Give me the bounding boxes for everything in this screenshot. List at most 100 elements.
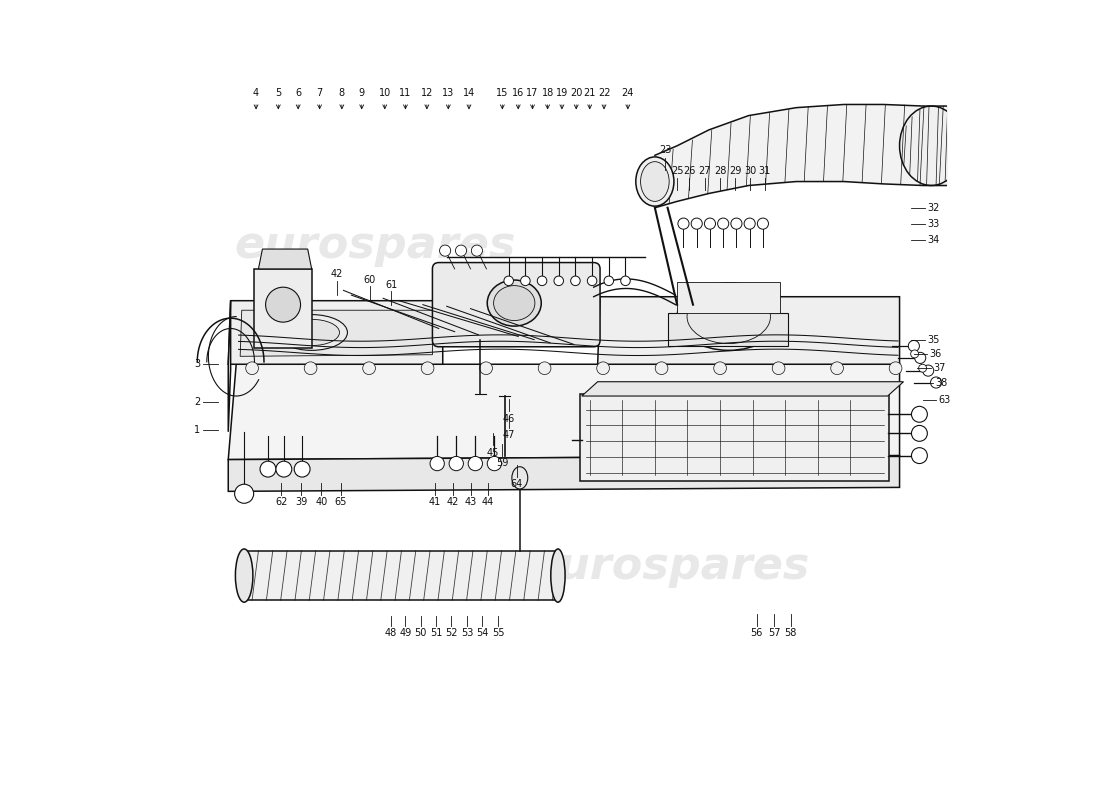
Circle shape: [587, 276, 597, 286]
Circle shape: [596, 362, 609, 374]
Circle shape: [889, 362, 902, 374]
Circle shape: [504, 276, 514, 286]
Text: 18: 18: [541, 88, 553, 98]
Text: 25: 25: [671, 166, 683, 176]
Text: 60: 60: [363, 275, 376, 285]
Text: 34: 34: [927, 234, 939, 245]
Circle shape: [931, 377, 942, 388]
Circle shape: [440, 245, 451, 256]
Text: 6: 6: [295, 88, 301, 98]
Text: 7: 7: [317, 88, 322, 98]
Text: 9: 9: [359, 88, 365, 98]
Text: 32: 32: [927, 202, 939, 213]
Text: 64: 64: [510, 479, 522, 490]
FancyBboxPatch shape: [432, 262, 601, 346]
Polygon shape: [229, 364, 900, 459]
Circle shape: [704, 218, 715, 229]
Polygon shape: [244, 551, 558, 600]
Text: eurospares: eurospares: [528, 546, 810, 588]
Text: 3: 3: [195, 359, 200, 370]
Circle shape: [772, 362, 785, 374]
Text: 14: 14: [463, 88, 475, 98]
Text: 45: 45: [486, 448, 499, 458]
Circle shape: [915, 352, 926, 363]
Circle shape: [480, 362, 493, 374]
Circle shape: [912, 448, 927, 463]
Ellipse shape: [640, 162, 669, 202]
Ellipse shape: [688, 290, 770, 343]
Circle shape: [912, 406, 927, 422]
Polygon shape: [678, 282, 780, 313]
Text: 58: 58: [784, 628, 796, 638]
Polygon shape: [229, 456, 900, 491]
Text: 20: 20: [570, 88, 582, 98]
Circle shape: [449, 457, 463, 470]
Circle shape: [455, 245, 466, 256]
Text: 56: 56: [750, 628, 762, 638]
Text: 23: 23: [659, 146, 671, 155]
Text: 65: 65: [334, 497, 348, 507]
Ellipse shape: [276, 314, 348, 350]
Circle shape: [620, 276, 630, 286]
Text: 62: 62: [275, 497, 288, 507]
Circle shape: [730, 218, 743, 229]
Circle shape: [305, 362, 317, 374]
Text: 55: 55: [492, 628, 505, 638]
Text: 53: 53: [461, 628, 474, 638]
Text: 46: 46: [503, 414, 515, 423]
Text: 61: 61: [385, 279, 397, 290]
Text: 26: 26: [683, 166, 695, 176]
Circle shape: [430, 457, 444, 470]
Polygon shape: [597, 297, 900, 364]
FancyBboxPatch shape: [580, 394, 889, 481]
Ellipse shape: [636, 157, 674, 206]
Ellipse shape: [900, 106, 964, 186]
Circle shape: [245, 362, 258, 374]
Text: 16: 16: [513, 88, 525, 98]
Text: 63: 63: [938, 395, 950, 405]
Text: 50: 50: [415, 628, 427, 638]
Text: 37: 37: [933, 363, 945, 374]
Circle shape: [294, 461, 310, 477]
Polygon shape: [229, 301, 231, 432]
Text: 31: 31: [758, 166, 771, 176]
Circle shape: [744, 218, 756, 229]
Text: 1: 1: [195, 425, 200, 435]
Text: 35: 35: [927, 335, 939, 346]
Circle shape: [830, 362, 844, 374]
Text: 54: 54: [476, 628, 488, 638]
Text: 29: 29: [729, 166, 741, 176]
Text: 21: 21: [583, 88, 596, 98]
Text: 41: 41: [429, 497, 441, 507]
Circle shape: [757, 218, 769, 229]
Circle shape: [421, 362, 433, 374]
Text: 4: 4: [253, 88, 260, 98]
Text: eurospares: eurospares: [234, 223, 516, 266]
Text: 49: 49: [399, 628, 411, 638]
Circle shape: [538, 362, 551, 374]
Text: 27: 27: [698, 166, 712, 176]
Polygon shape: [254, 269, 311, 348]
Text: 51: 51: [430, 628, 442, 638]
Text: 42: 42: [331, 270, 343, 279]
Circle shape: [923, 365, 934, 376]
Polygon shape: [240, 310, 432, 356]
Circle shape: [487, 457, 502, 470]
Ellipse shape: [512, 466, 528, 489]
Circle shape: [691, 218, 702, 229]
Text: 59: 59: [496, 458, 508, 468]
Circle shape: [537, 276, 547, 286]
Ellipse shape: [494, 286, 535, 321]
Text: 44: 44: [482, 497, 494, 507]
Circle shape: [918, 364, 926, 372]
Polygon shape: [258, 249, 311, 269]
Circle shape: [656, 362, 668, 374]
Circle shape: [912, 426, 927, 442]
Text: 43: 43: [464, 497, 476, 507]
Polygon shape: [229, 301, 442, 364]
Text: 24: 24: [621, 88, 634, 98]
Ellipse shape: [487, 280, 541, 326]
Ellipse shape: [551, 549, 565, 602]
Text: 22: 22: [597, 88, 611, 98]
Circle shape: [911, 350, 918, 358]
